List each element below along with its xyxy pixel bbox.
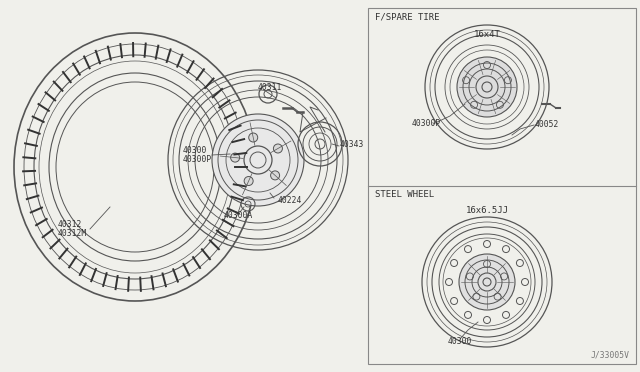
Text: 40300A: 40300A	[224, 211, 253, 219]
Text: 40312: 40312	[58, 219, 83, 228]
Text: 40300P: 40300P	[412, 119, 441, 128]
Text: J/33005V: J/33005V	[591, 351, 630, 360]
Text: F/SPARE TIRE: F/SPARE TIRE	[375, 13, 440, 22]
Circle shape	[244, 176, 253, 186]
Circle shape	[249, 133, 258, 142]
Text: 40343: 40343	[340, 140, 364, 148]
Circle shape	[273, 144, 282, 153]
Text: 40300: 40300	[183, 145, 207, 154]
Text: 40311: 40311	[258, 83, 282, 92]
Text: 40312M: 40312M	[58, 228, 87, 237]
Text: 40052: 40052	[535, 119, 559, 128]
Text: 16x4T: 16x4T	[474, 29, 500, 38]
Text: 16x6.5JJ: 16x6.5JJ	[465, 205, 509, 215]
Bar	[368, 8, 636, 364]
Circle shape	[212, 114, 304, 206]
Circle shape	[271, 171, 280, 180]
Circle shape	[230, 153, 239, 162]
Circle shape	[457, 57, 517, 117]
Circle shape	[459, 254, 515, 310]
Text: 40300P: 40300P	[183, 154, 212, 164]
Text: STEEL WHEEL: STEEL WHEEL	[375, 189, 434, 199]
Text: 40300: 40300	[448, 337, 472, 346]
Text: 40224: 40224	[278, 196, 302, 205]
